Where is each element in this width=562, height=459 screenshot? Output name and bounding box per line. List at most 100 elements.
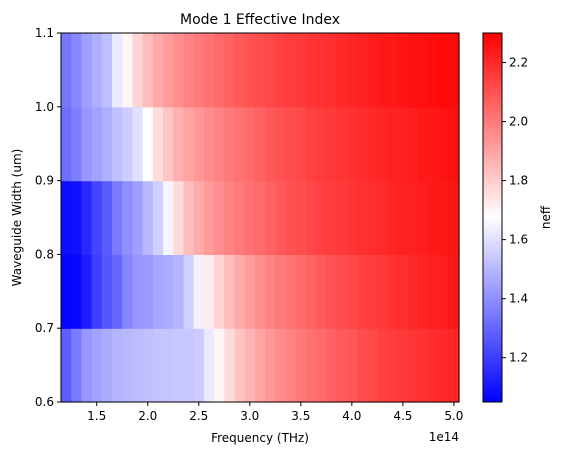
heatmap-cell — [397, 106, 409, 182]
y-tick-label: 1.0 — [35, 100, 54, 114]
heatmap-cell — [397, 254, 409, 329]
heatmap-cell — [61, 106, 72, 182]
heatmap-cell — [142, 106, 154, 182]
heatmap-cell — [305, 328, 317, 403]
heatmap-cell — [367, 328, 378, 403]
heatmap-cell — [397, 328, 409, 403]
heatmap-cell — [285, 33, 297, 108]
heatmap-cell — [295, 328, 307, 403]
heatmap-cell — [316, 328, 327, 403]
heatmap-cell — [377, 106, 389, 182]
heatmap-cell — [448, 254, 460, 329]
heatmap-cell — [407, 180, 419, 255]
heatmap-cell — [234, 33, 246, 108]
heatmap-cell — [377, 254, 389, 329]
heatmap-cell — [428, 180, 440, 255]
heatmap-cell — [438, 254, 450, 329]
heatmap-cell — [275, 33, 287, 108]
heatmap-cell — [224, 106, 236, 182]
heatmap-cell — [163, 328, 174, 403]
heatmap-cell — [173, 106, 185, 182]
heatmap-cell — [234, 106, 246, 182]
y-tick-label: 1.1 — [35, 26, 54, 40]
heatmap-cell — [163, 254, 174, 329]
heatmap-cell — [101, 254, 113, 329]
heatmap-cell — [265, 180, 276, 255]
heatmap-cell — [407, 254, 419, 329]
heatmap-cell — [61, 328, 72, 403]
heatmap-cell — [336, 328, 348, 403]
heatmap-cell — [367, 33, 378, 108]
heatmap-cell — [438, 328, 450, 403]
heatmap-cell — [336, 254, 348, 329]
y-tick-label: 0.7 — [35, 321, 54, 335]
colorbar — [482, 32, 503, 403]
y-tick-label: 0.9 — [35, 174, 54, 188]
heatmap-cell — [152, 328, 164, 403]
colorbar-tick-label: 1.4 — [509, 292, 528, 306]
heatmap-cell — [81, 33, 93, 108]
heatmap-cell — [142, 180, 154, 255]
heatmap-cell — [224, 33, 236, 108]
heatmap-cell — [356, 254, 368, 329]
heatmap-cell — [81, 254, 93, 329]
heatmap-cell — [142, 254, 154, 329]
heatmap-cell — [265, 33, 276, 108]
heatmap-cell — [336, 180, 348, 255]
heatmap-cell — [438, 180, 450, 255]
heatmap-cell — [193, 328, 205, 403]
heatmap-cell — [356, 328, 368, 403]
heatmap-cell — [346, 106, 358, 182]
heatmap-cell — [407, 328, 419, 403]
heatmap-cell — [387, 180, 399, 255]
heatmap-cell — [71, 106, 83, 182]
y-axis-ticks: 0.6 0.7 0.8 0.9 1.0 1.1 — [35, 26, 61, 409]
heatmap-cell — [275, 106, 287, 182]
heatmap-cell — [183, 328, 195, 403]
heatmap-cell — [183, 106, 195, 182]
heatmap-cell — [316, 33, 327, 108]
heatmap-cell — [356, 180, 368, 255]
heatmap-cell — [183, 254, 195, 329]
heatmap-cell — [132, 106, 144, 182]
heatmap-cell — [101, 33, 113, 108]
heatmap-cell — [275, 180, 287, 255]
heatmap-cell — [316, 106, 327, 182]
heatmap-cell — [244, 254, 256, 329]
heatmap-cell — [428, 33, 440, 108]
heatmap-cell — [81, 180, 93, 255]
heatmap-cell — [132, 33, 144, 108]
x-tick-label: 1.5 — [87, 409, 106, 423]
heatmap-cell — [224, 180, 236, 255]
heatmap-cell — [91, 33, 103, 108]
heatmap-cell — [285, 106, 297, 182]
heatmap-cell — [336, 106, 348, 182]
heatmap-cell — [367, 180, 378, 255]
heatmap-cell — [234, 254, 246, 329]
x-axis-ticks: 1.5 2.0 2.5 3.0 3.5 4.0 4.5 5.0 — [87, 402, 463, 423]
heatmap-cell — [91, 106, 103, 182]
heatmap-cell — [418, 106, 429, 182]
heatmap-cell — [377, 328, 389, 403]
heatmap-cell — [305, 33, 317, 108]
heatmap-cell — [132, 254, 144, 329]
heatmap-cell — [397, 180, 409, 255]
heatmap-cell — [448, 180, 460, 255]
x-tick-label: 2.0 — [138, 409, 157, 423]
heatmap-cell — [244, 328, 256, 403]
heatmap-cell — [377, 180, 389, 255]
heatmap-cell — [112, 33, 123, 108]
heatmap-cell — [367, 254, 378, 329]
x-axis-label: Frequency (THz) — [211, 431, 309, 445]
heatmap-cell — [448, 33, 460, 108]
heatmap-cell — [122, 180, 134, 255]
heatmap-cell — [387, 33, 399, 108]
heatmap-cell — [61, 180, 72, 255]
heatmap-cell — [428, 254, 440, 329]
heatmap-cell — [275, 328, 287, 403]
heatmap-cell — [214, 328, 225, 403]
heatmap-cell — [326, 180, 338, 255]
heatmap-cell — [193, 254, 205, 329]
heatmap-cell — [132, 328, 144, 403]
